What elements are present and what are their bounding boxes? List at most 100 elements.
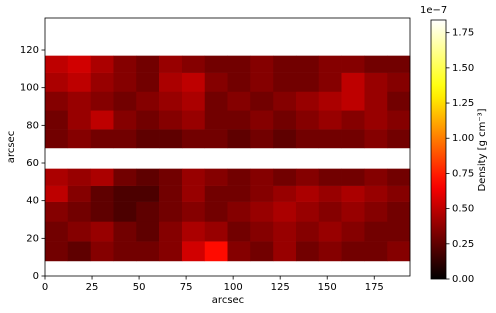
heat-cell bbox=[136, 110, 160, 130]
heat-cell bbox=[341, 185, 365, 202]
heat-cell bbox=[273, 129, 297, 149]
heat-cell bbox=[227, 201, 251, 222]
heat-cell bbox=[90, 168, 114, 186]
heat-cell bbox=[136, 72, 160, 92]
heat-cell bbox=[227, 221, 251, 242]
heat-cell bbox=[318, 91, 342, 111]
heat-cell bbox=[227, 91, 251, 111]
y-tick-label: 40 bbox=[26, 196, 39, 207]
heat-cell bbox=[250, 72, 274, 92]
heat-cell bbox=[204, 185, 228, 202]
heat-cell bbox=[273, 221, 297, 242]
y-tick-label: 100 bbox=[20, 83, 39, 94]
heat-cell bbox=[295, 91, 320, 111]
y-tick-label: 80 bbox=[26, 120, 39, 131]
heat-cell bbox=[295, 241, 320, 262]
heat-cell bbox=[387, 168, 411, 186]
x-tick-label: 175 bbox=[365, 282, 384, 293]
heat-cell bbox=[318, 110, 342, 130]
heat-cell bbox=[273, 201, 297, 222]
heat-cell bbox=[136, 185, 160, 202]
heat-cell bbox=[273, 110, 297, 130]
heat-cell bbox=[227, 185, 251, 202]
heat-cell bbox=[204, 168, 228, 186]
heat-cell bbox=[113, 221, 137, 242]
heat-cell bbox=[387, 241, 411, 262]
heat-cell bbox=[67, 221, 92, 242]
heat-cell bbox=[181, 55, 206, 73]
heat-cell bbox=[90, 55, 114, 73]
heat-cell bbox=[181, 129, 206, 149]
x-tick-label: 25 bbox=[86, 282, 99, 293]
colorbar-tick-label: 1.75 bbox=[452, 28, 474, 39]
colorbar-label: Density [g cm⁻³] bbox=[477, 108, 488, 191]
heat-cell bbox=[341, 129, 365, 149]
heat-cell bbox=[136, 221, 160, 242]
heat-cell bbox=[113, 91, 137, 111]
heat-cell bbox=[387, 129, 411, 149]
heat-cell bbox=[364, 91, 388, 111]
heat-cell bbox=[159, 129, 183, 149]
heat-cell bbox=[113, 241, 137, 262]
heat-cell bbox=[181, 185, 206, 202]
heat-cell bbox=[341, 168, 365, 186]
heat-cell bbox=[113, 55, 137, 73]
heat-cell bbox=[295, 221, 320, 242]
heat-cell bbox=[45, 241, 69, 262]
heat-cell bbox=[181, 110, 206, 130]
heat-cell bbox=[45, 72, 69, 92]
colorbar-offset: 1e−7 bbox=[420, 5, 447, 16]
heat-cell bbox=[181, 168, 206, 186]
y-tick-label: 20 bbox=[26, 233, 39, 244]
heat-cell bbox=[341, 55, 365, 73]
heat-cell bbox=[90, 221, 114, 242]
heat-cell bbox=[341, 110, 365, 130]
heat-cell bbox=[250, 185, 274, 202]
heat-cell bbox=[295, 168, 320, 186]
heat-cell bbox=[136, 55, 160, 73]
heat-cell bbox=[318, 129, 342, 149]
heat-cell bbox=[250, 91, 274, 111]
heat-cell bbox=[67, 129, 92, 149]
heat-cell bbox=[341, 91, 365, 111]
heat-cell bbox=[364, 168, 388, 186]
heat-cell bbox=[364, 129, 388, 149]
x-axis-label: arcsec bbox=[212, 295, 244, 306]
y-tick-label: 120 bbox=[20, 45, 39, 56]
heat-cell bbox=[295, 55, 320, 73]
heat-cell bbox=[90, 129, 114, 149]
heat-cell bbox=[318, 221, 342, 242]
heat-cell bbox=[341, 221, 365, 242]
heat-cell bbox=[387, 201, 411, 222]
x-tick-label: 125 bbox=[271, 282, 290, 293]
heat-cell bbox=[387, 91, 411, 111]
heat-cell bbox=[204, 110, 228, 130]
heat-cell bbox=[45, 110, 69, 130]
heat-cell bbox=[113, 168, 137, 186]
x-tick-label: 100 bbox=[224, 282, 243, 293]
heat-cell bbox=[113, 185, 137, 202]
heat-cell bbox=[204, 55, 228, 73]
heat-cell bbox=[136, 129, 160, 149]
heat-cell bbox=[318, 241, 342, 262]
heat-cell bbox=[159, 185, 183, 202]
heat-cell bbox=[364, 110, 388, 130]
heat-cell bbox=[136, 168, 160, 186]
heat-cell bbox=[273, 241, 297, 262]
heat-cell bbox=[295, 110, 320, 130]
colorbar-tick-label: 0.50 bbox=[452, 204, 474, 215]
heat-cell bbox=[113, 129, 137, 149]
heat-cell bbox=[387, 72, 411, 92]
heat-cell bbox=[273, 72, 297, 92]
heat-cell bbox=[295, 72, 320, 92]
y-tick-label: 0 bbox=[33, 271, 39, 282]
heat-cell bbox=[387, 55, 411, 73]
heat-cell bbox=[341, 241, 365, 262]
heat-cell bbox=[159, 55, 183, 73]
heat-cell bbox=[364, 55, 388, 73]
heat-cell bbox=[67, 185, 92, 202]
heat-cell bbox=[250, 241, 274, 262]
heat-cell bbox=[67, 168, 92, 186]
heat-cell bbox=[90, 72, 114, 92]
